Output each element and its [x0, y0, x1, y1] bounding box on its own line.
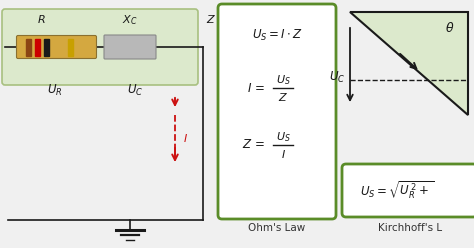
Text: $U_S$: $U_S$ — [275, 73, 291, 87]
Text: $U_S = I \cdot Z$: $U_S = I \cdot Z$ — [252, 28, 302, 43]
Text: $Z\,=\,$: $Z\,=\,$ — [242, 138, 265, 152]
Bar — [44, 38, 49, 56]
Text: $U_C$: $U_C$ — [328, 69, 345, 85]
Text: $\theta$: $\theta$ — [445, 21, 455, 35]
FancyBboxPatch shape — [2, 9, 198, 85]
FancyBboxPatch shape — [104, 35, 156, 59]
Text: $Z$: $Z$ — [278, 91, 288, 103]
Text: $U_R$: $U_R$ — [47, 82, 63, 97]
Text: $I\,=\,$: $I\,=\,$ — [246, 82, 265, 94]
FancyBboxPatch shape — [17, 35, 97, 59]
Text: $U_C$: $U_C$ — [127, 82, 143, 97]
Polygon shape — [350, 12, 468, 115]
Bar — [68, 38, 73, 56]
FancyBboxPatch shape — [342, 164, 474, 217]
Text: Ohm's Law: Ohm's Law — [248, 223, 306, 233]
Text: R: R — [38, 15, 46, 25]
Text: $I$: $I$ — [183, 132, 188, 144]
Text: $I$: $I$ — [281, 148, 285, 160]
Bar — [35, 38, 40, 56]
Text: $U_S = \sqrt{U_R^{\,2} +}$: $U_S = \sqrt{U_R^{\,2} +}$ — [360, 179, 434, 201]
Text: Kirchhoff's L: Kirchhoff's L — [378, 223, 442, 233]
Text: $U_S$: $U_S$ — [275, 130, 291, 144]
Text: Z: Z — [206, 15, 214, 25]
Bar — [26, 38, 31, 56]
Text: $X_C$: $X_C$ — [122, 13, 138, 27]
FancyBboxPatch shape — [218, 4, 336, 219]
